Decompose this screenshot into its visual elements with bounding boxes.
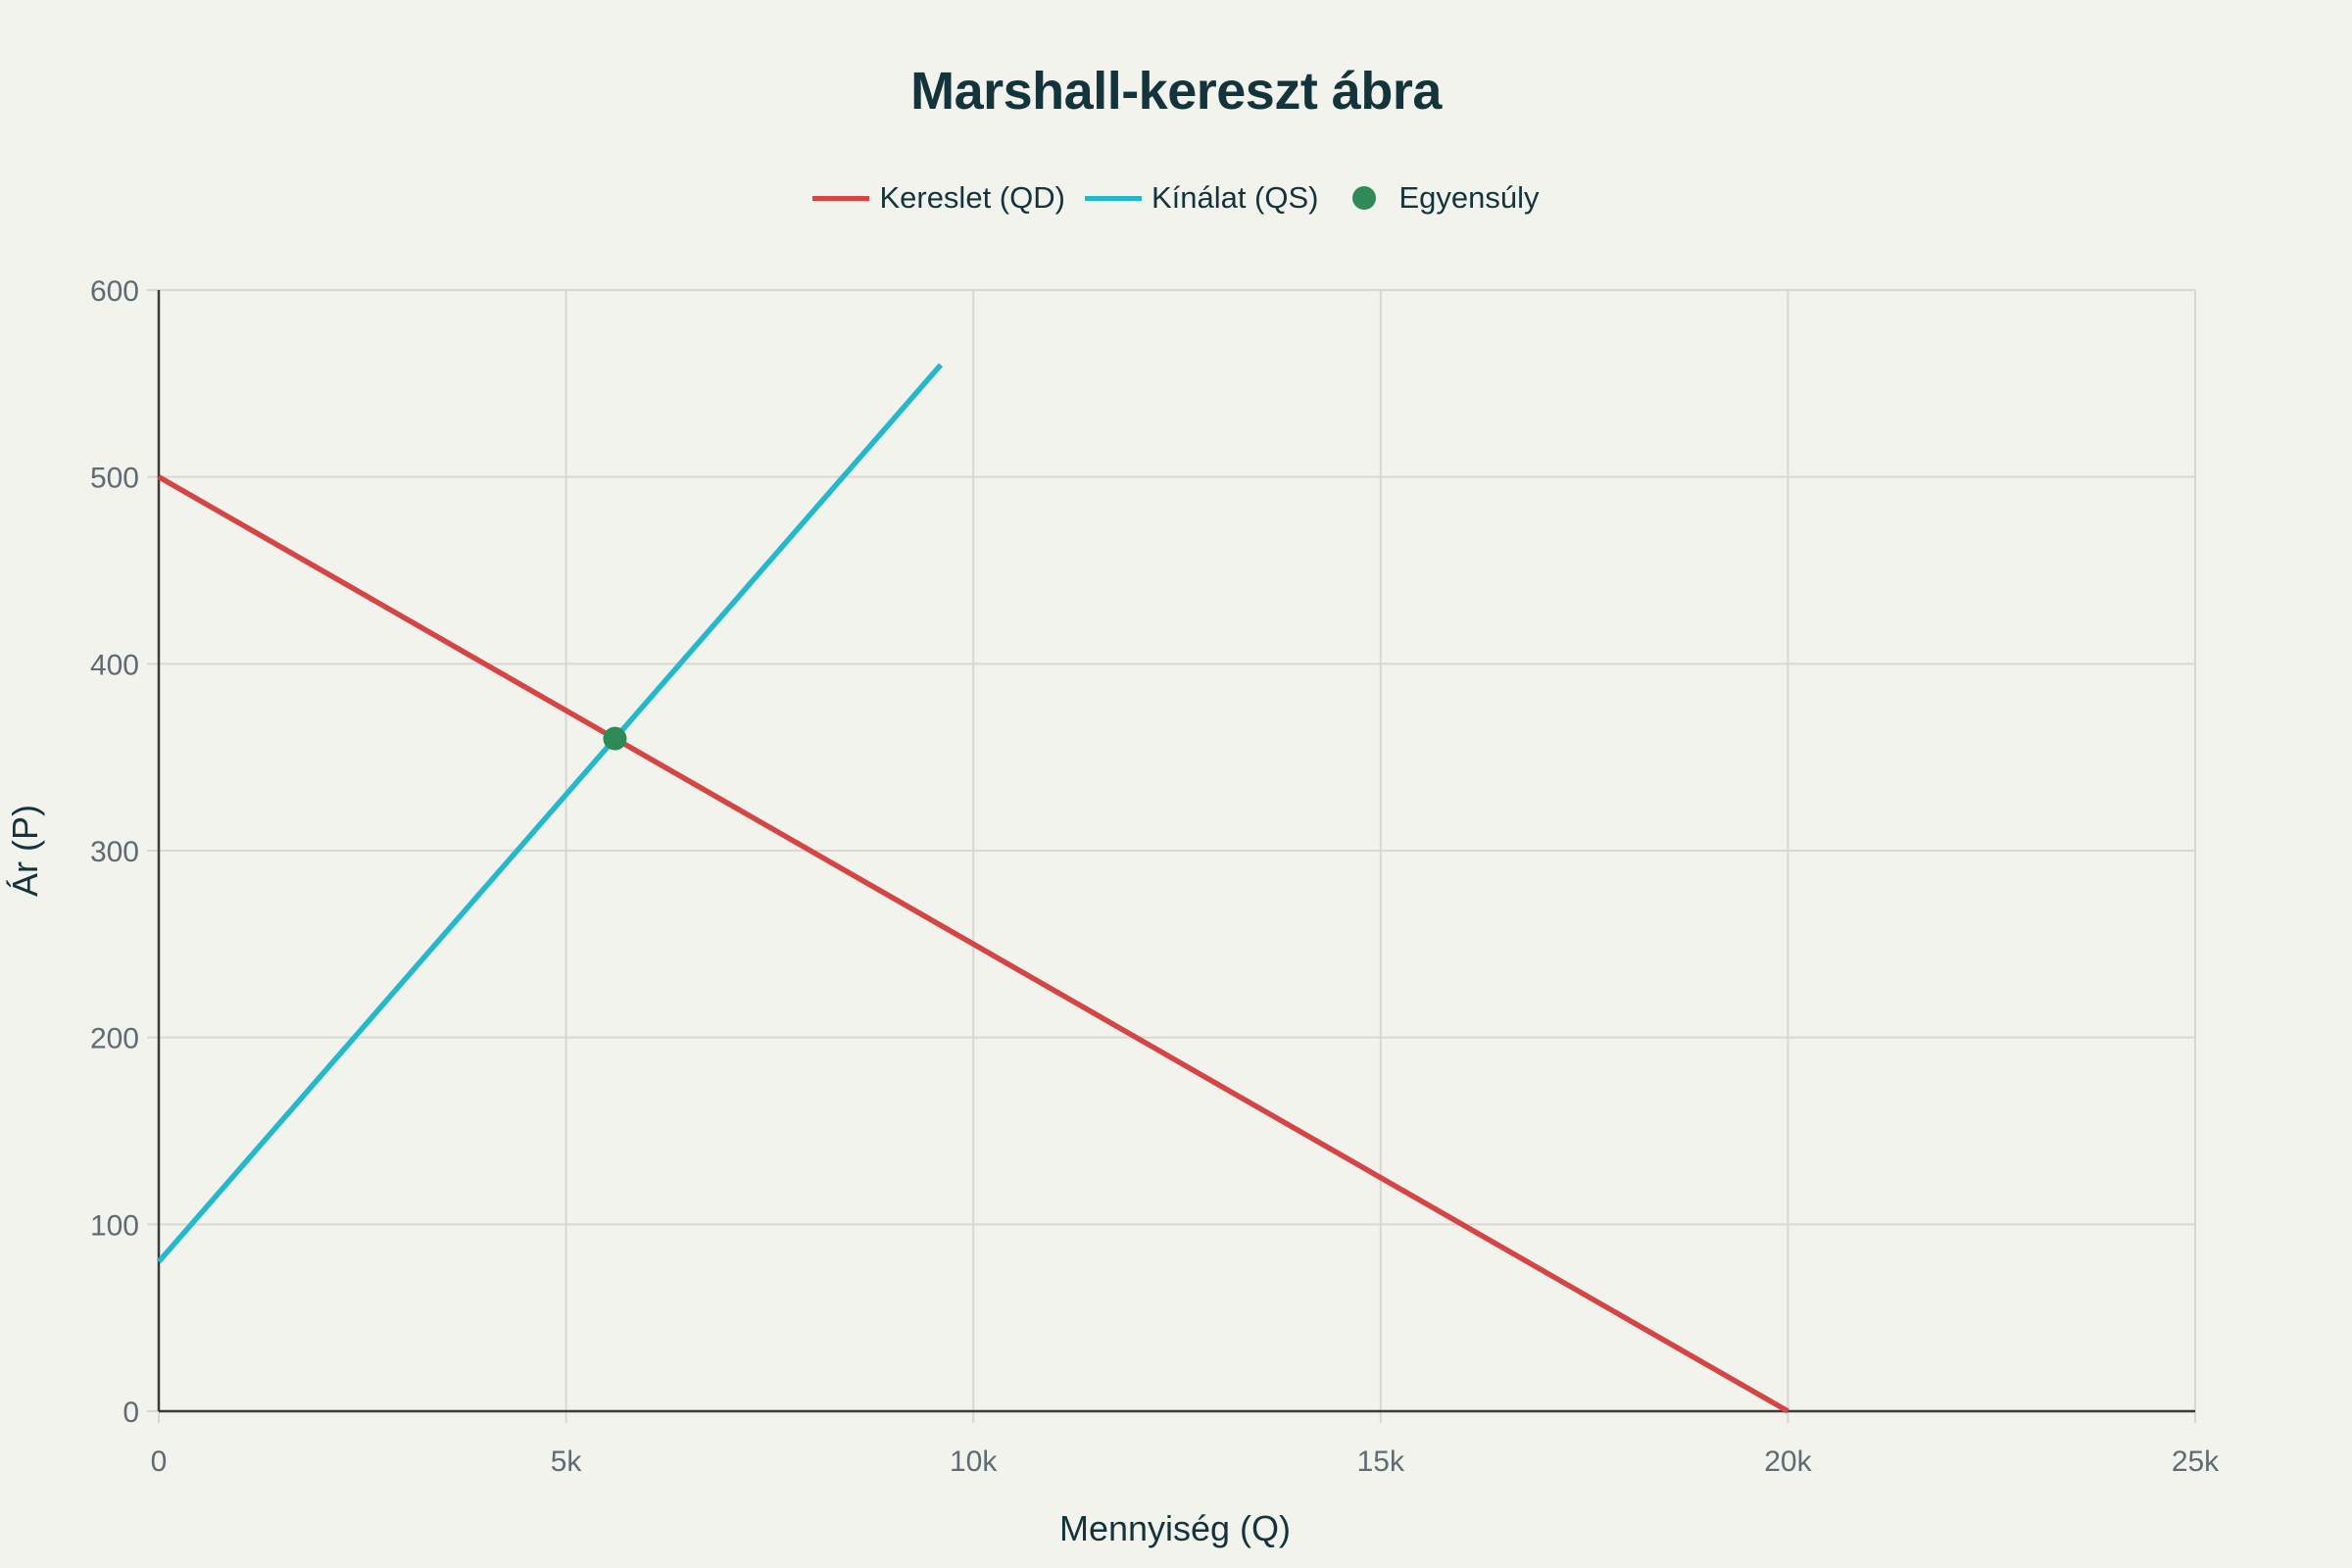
y-tick-label: 400 xyxy=(90,649,139,681)
x-tick-label: 10k xyxy=(950,1446,998,1478)
x-tick-label: 5k xyxy=(551,1446,583,1478)
series-line xyxy=(157,474,1789,1414)
y-tick-label: 500 xyxy=(90,463,139,495)
legend-item-supply[interactable]: Kínálat (QS) xyxy=(1084,180,1319,216)
legend-item-demand[interactable]: Kereslet (QD) xyxy=(812,180,1065,216)
x-tick-label: 15k xyxy=(1357,1446,1405,1478)
legend: Kereslet (QD) Kínálat (QS) Egyensúly xyxy=(0,180,2352,216)
chart-title: Marshall-kereszt ábra xyxy=(910,62,1442,121)
series-line xyxy=(156,363,944,1264)
y-tick-label: 100 xyxy=(90,1209,139,1242)
y-axis-title: Ár (P) xyxy=(5,805,45,897)
legend-label: Kereslet (QD) xyxy=(879,180,1065,215)
legend-item-equilibrium[interactable]: Egyensúly xyxy=(1339,180,1540,216)
legend-label: Egyensúly xyxy=(1398,180,1540,215)
y-tick-label: 300 xyxy=(90,836,139,868)
legend-label: Kínálat (QS) xyxy=(1151,180,1319,215)
equilibrium-dot-swatch-icon xyxy=(1351,186,1376,210)
x-tick-label: 0 xyxy=(151,1446,168,1478)
x-tick-label: 25k xyxy=(2172,1446,2220,1478)
x-tick-label: 20k xyxy=(1764,1446,1812,1478)
x-axis-title: Mennyiség (Q) xyxy=(1059,1508,1291,1548)
equilibrium-point xyxy=(603,726,627,751)
y-tick-label: 200 xyxy=(90,1023,139,1055)
demand-line-swatch-icon xyxy=(812,195,870,201)
y-tick-label: 600 xyxy=(90,275,139,308)
y-tick-label: 0 xyxy=(122,1396,139,1429)
supply-line-swatch-icon xyxy=(1084,195,1142,201)
